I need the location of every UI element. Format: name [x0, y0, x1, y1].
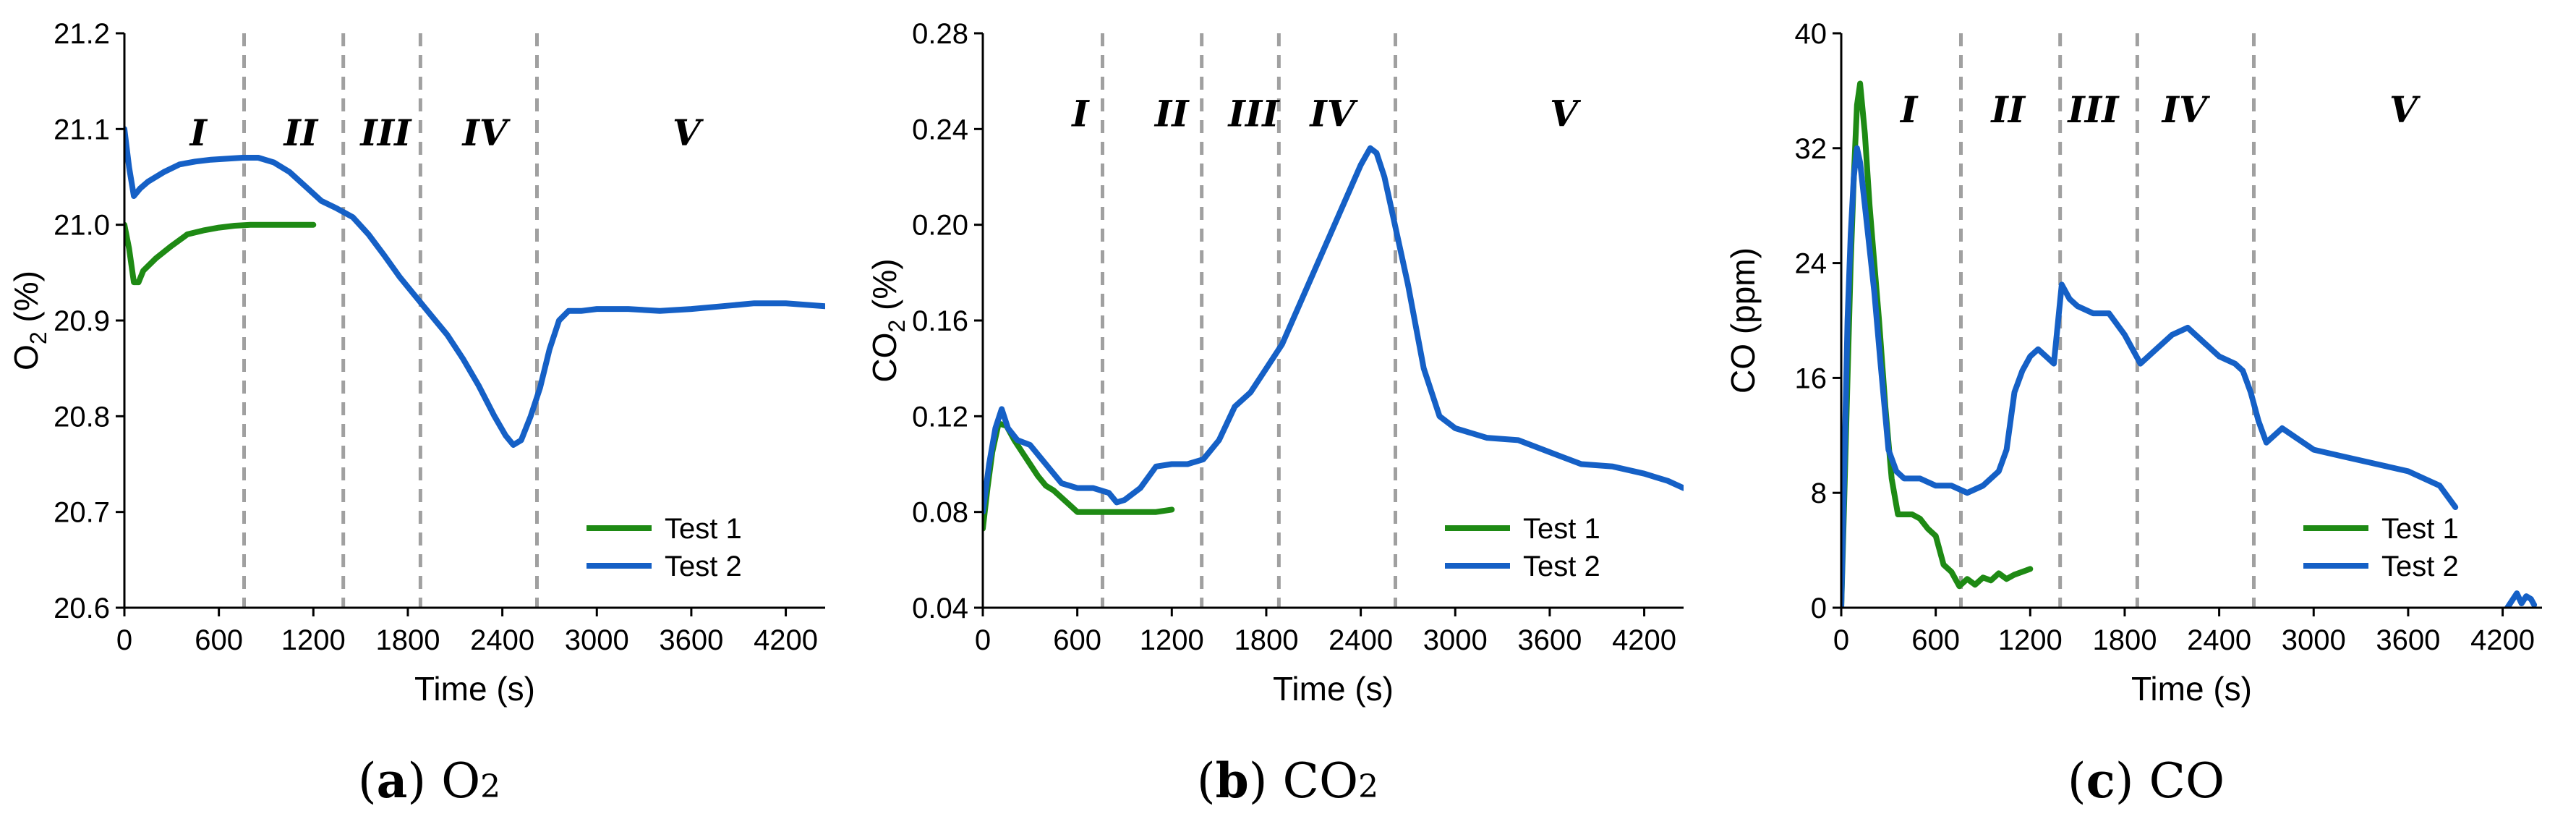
y-tick-label: 0.20 — [912, 210, 968, 242]
caption-letter: c — [2086, 752, 2115, 809]
y-tick-label: 32 — [1795, 133, 1827, 165]
x-tick-label: 1800 — [1234, 624, 1298, 656]
series-line-test-2 — [124, 126, 825, 448]
phase-label: IV — [461, 111, 511, 154]
x-tick-label: 2400 — [1328, 624, 1393, 656]
y-tick-label: 20.7 — [54, 497, 110, 529]
y-tick-label: 40 — [1795, 18, 1827, 50]
x-tick-label: 0 — [1833, 624, 1849, 656]
panel-o2: I II III IV V 20.6 20.7 20.8 20.9 21.0 21.1 21.2 0 60… — [0, 0, 858, 832]
x-tick-label: 600 — [1053, 624, 1101, 656]
phase-label: V — [2389, 88, 2421, 131]
y-tick-label: 21.1 — [54, 114, 110, 145]
phase-label: IV — [2161, 88, 2211, 131]
x-tick-label: 2400 — [2187, 624, 2251, 656]
x-tick-label: 4200 — [1612, 624, 1676, 656]
y-tick-label: 24 — [1795, 248, 1827, 280]
phase-label: III — [2066, 88, 2120, 131]
panel-co: I II III IV V 0 8 16 24 32 40 0 600 1200 1800 2400 3000 3… — [1717, 0, 2575, 832]
x-tick-label: 600 — [195, 624, 243, 656]
x-axis-label: Time (s) — [414, 670, 535, 708]
phase-label: V — [1550, 92, 1582, 135]
y-tick-label: 0.12 — [912, 401, 968, 433]
caption-co2: (b) CO2 — [1196, 752, 1379, 809]
series-line-test-2 — [2504, 590, 2538, 608]
x-tick-label: 3600 — [2376, 624, 2440, 656]
x-axis-label: Time (s) — [1273, 670, 1394, 708]
series-line-test-1 — [124, 221, 317, 286]
caption-o2: (a) O2 — [357, 752, 501, 809]
y-tick-label: 0.16 — [912, 305, 968, 337]
phase-label: II — [1153, 92, 1190, 135]
x-tick-label: 0 — [975, 624, 991, 656]
y-tick-label: 0.08 — [912, 497, 968, 529]
x-tick-label: 0 — [116, 624, 132, 656]
y-tick-label: 21.2 — [54, 18, 110, 50]
caption-co: (c) CO — [2067, 752, 2225, 809]
y-tick-label: 8 — [1811, 477, 1827, 509]
y-tick-label: 20.6 — [54, 593, 110, 624]
y-tick-label: 0.04 — [912, 593, 968, 624]
y-tick-label: 21.0 — [54, 210, 110, 242]
legend-label: Test 2 — [1523, 551, 1600, 582]
series-line-test-2 — [1841, 145, 2459, 608]
series-line-test-1 — [983, 420, 1175, 532]
y-axis-label: CO (ppm) — [1724, 247, 1762, 394]
legend-label: Test 2 — [2381, 551, 2459, 582]
x-tick-label: 3600 — [659, 624, 723, 656]
y-tick-label: 20.9 — [54, 305, 110, 337]
x-tick-label: 1200 — [281, 624, 346, 656]
x-tick-label: 3000 — [1423, 624, 1488, 656]
x-tick-label: 4200 — [754, 624, 818, 656]
phase-label: II — [1989, 88, 2026, 131]
chart-o2: I II III IV V20.620.720.820.921.021.121.20 60… — [7, 18, 825, 708]
series-line-test-2 — [983, 145, 1684, 515]
x-tick-label: 3600 — [1517, 624, 1582, 656]
phase-label: V — [673, 111, 704, 154]
y-tick-label: 0.28 — [912, 18, 968, 50]
caption-text: CO — [1282, 753, 1359, 809]
caption-text: O — [441, 753, 481, 809]
caption-letter: a — [376, 752, 408, 809]
phase-label: II — [282, 111, 318, 154]
phase-label: I — [189, 111, 208, 154]
phase-label: I — [1070, 92, 1090, 135]
phase-label: I — [1899, 88, 1919, 131]
chart-co2: I II III IV V0.040.080.120.160.200.240.280 60… — [866, 18, 1684, 708]
y-tick-label: 16 — [1795, 362, 1827, 394]
caption-text: CO — [2149, 753, 2225, 809]
x-tick-label: 4200 — [2470, 624, 2535, 656]
x-tick-label: 1200 — [1140, 624, 1204, 656]
x-tick-label: 3000 — [565, 624, 629, 656]
x-axis-label: Time (s) — [2131, 670, 2252, 708]
x-tick-label: 1200 — [1998, 624, 2063, 656]
y-tick-label: 0.24 — [912, 114, 968, 145]
x-tick-label: 1800 — [375, 624, 440, 656]
y-tick-label: 20.8 — [54, 401, 110, 433]
legend-label: Test 2 — [665, 551, 742, 582]
caption-letter: b — [1215, 752, 1249, 809]
caption-sub: 2 — [480, 768, 501, 805]
legend-label: Test 1 — [1523, 513, 1600, 545]
phase-label: III — [359, 111, 412, 154]
panel-co2: I II III IV V 0.04 0.08 0.12 0.16 0.20 0.24 0.28 0 60… — [858, 0, 1717, 832]
caption-sub: 2 — [1358, 768, 1379, 805]
y-axis-label: O2 (%) — [7, 271, 51, 370]
y-axis-label: CO2 (%) — [866, 258, 910, 382]
y-tick-label: 0 — [1811, 593, 1827, 624]
x-tick-label: 600 — [1911, 624, 1960, 656]
phase-label: III — [1227, 92, 1280, 135]
x-tick-label: 1800 — [2092, 624, 2157, 656]
legend-label: Test 1 — [665, 513, 742, 545]
legend-label: Test 1 — [2381, 513, 2459, 545]
x-tick-label: 2400 — [470, 624, 534, 656]
x-tick-label: 3000 — [2282, 624, 2346, 656]
phase-label: IV — [1308, 92, 1358, 135]
series-line-test-1 — [1841, 80, 2034, 608]
